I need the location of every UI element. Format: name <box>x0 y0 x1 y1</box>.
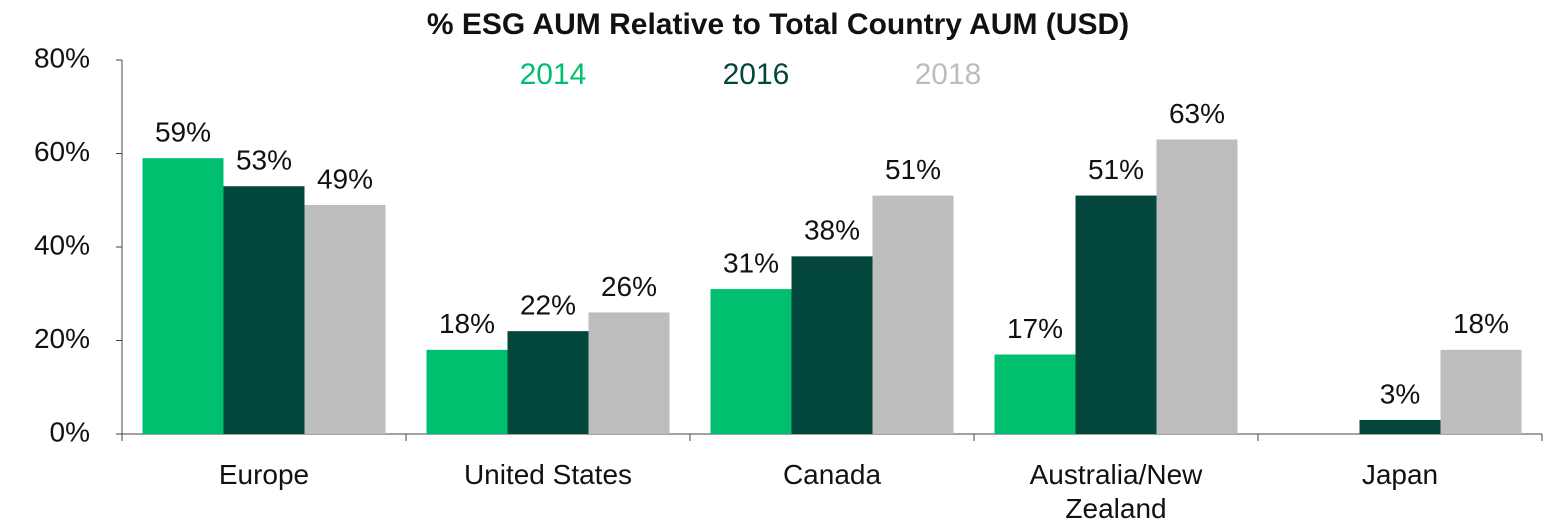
bar <box>1156 139 1238 434</box>
bar <box>588 312 670 434</box>
chart-title: % ESG AUM Relative to Total Country AUM … <box>427 8 1129 41</box>
bar <box>1359 419 1441 434</box>
y-tick-label: 20% <box>34 323 90 354</box>
value-label: 49% <box>317 163 373 194</box>
legend-label: 2014 <box>520 58 587 91</box>
y-tick-label: 80% <box>34 42 90 73</box>
bar <box>872 195 954 434</box>
bar <box>223 186 305 434</box>
bar <box>426 349 508 434</box>
bar <box>791 256 873 434</box>
value-label: 59% <box>155 117 211 148</box>
value-label: 18% <box>1453 308 1509 339</box>
legend-label: 2016 <box>723 58 790 91</box>
value-label: 17% <box>1007 313 1063 344</box>
x-tick-label: Australia/New Zealand <box>1029 459 1203 524</box>
bar <box>994 354 1076 434</box>
y-tick-label: 0% <box>50 416 90 447</box>
x-tick-label: Europe <box>218 459 310 490</box>
value-label: 51% <box>1088 154 1144 185</box>
value-label: 53% <box>236 145 292 176</box>
value-label: 31% <box>723 247 779 278</box>
value-label: 22% <box>520 290 576 321</box>
value-label: 18% <box>439 308 495 339</box>
x-tick-label: Canada <box>782 459 882 490</box>
y-tick-label: 40% <box>34 229 90 260</box>
x-tick-label: Japan <box>1361 459 1439 490</box>
value-label: 51% <box>885 154 941 185</box>
bar <box>1075 195 1157 434</box>
y-tick-label: 60% <box>34 136 90 167</box>
x-tick-label: United States <box>463 459 633 490</box>
bar <box>304 204 386 434</box>
bar <box>142 158 224 435</box>
value-label: 38% <box>804 215 860 246</box>
bar <box>1440 349 1522 434</box>
legend-label: 2018 <box>915 58 982 91</box>
bar <box>507 331 589 434</box>
value-label: 3% <box>1380 378 1420 409</box>
value-label: 26% <box>601 271 657 302</box>
bar <box>710 289 792 434</box>
value-label: 63% <box>1169 98 1225 129</box>
